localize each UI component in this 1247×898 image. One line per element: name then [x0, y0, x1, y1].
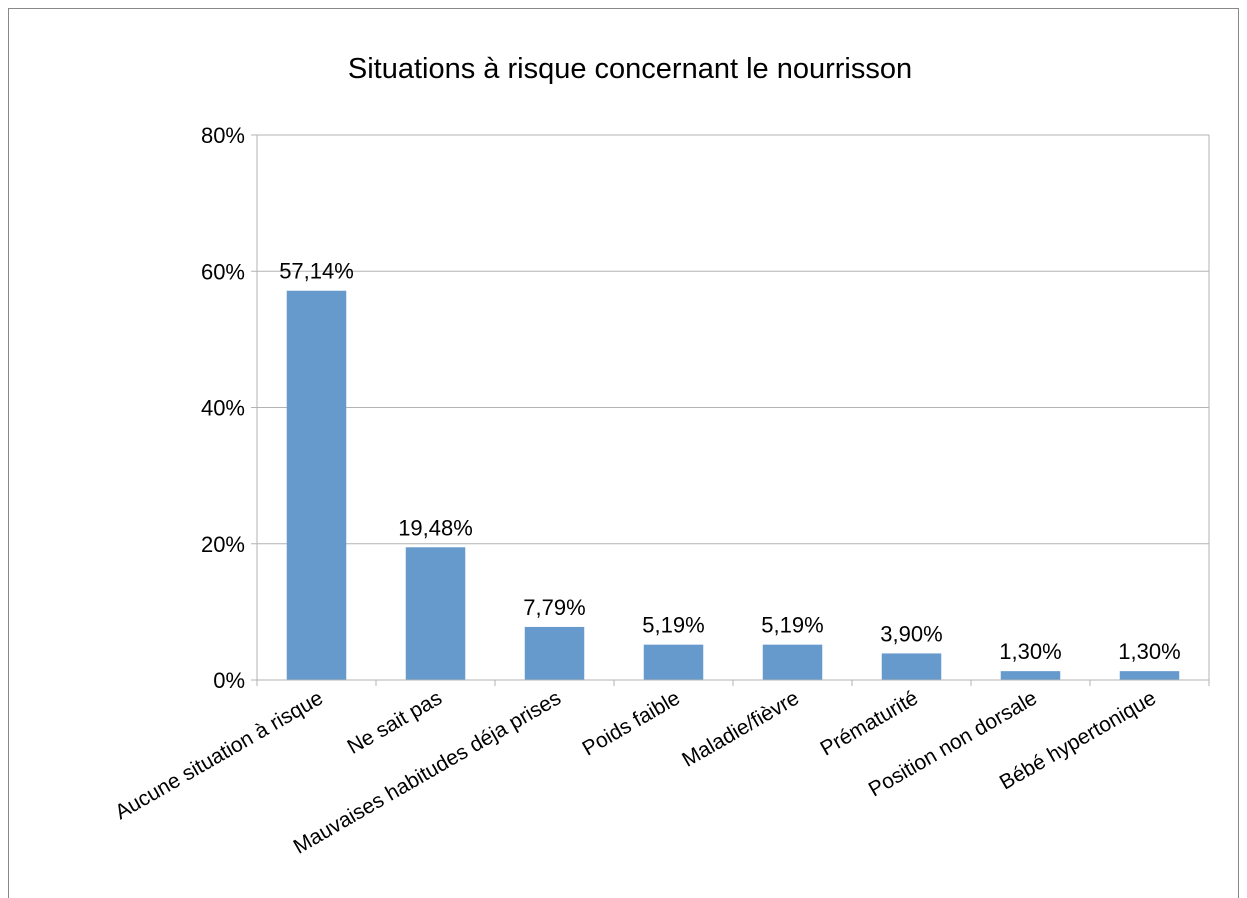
bar: [1000, 671, 1061, 680]
bar: [1119, 671, 1180, 680]
data-label: 57,14%: [279, 259, 354, 284]
x-axis-categories: Aucune situation à risque Ne sait pasMauv…: [111, 686, 1160, 858]
data-label: 5,19%: [761, 613, 823, 638]
y-tick-label: 40%: [201, 396, 245, 421]
x-category-label: Aucune situation à risque: [111, 686, 327, 824]
y-tick-label: 80%: [201, 123, 245, 148]
y-axis-ticks: 0% 20% 40% 60% 80%: [201, 123, 245, 693]
chart-title: Situations à risque concernant le nourri…: [348, 53, 912, 85]
data-label: 1,30%: [999, 639, 1061, 664]
bar: [286, 290, 347, 680]
bars: [286, 290, 1180, 680]
axes: [256, 135, 1210, 686]
data-label: 1,30%: [1118, 639, 1180, 664]
chart-frame: [8, 8, 1239, 898]
bar: [881, 653, 942, 680]
x-category-label: Maladie/fièvre: [678, 686, 803, 771]
y-tick-label: 0%: [213, 668, 245, 693]
data-label: 5,19%: [642, 613, 704, 638]
gridlines: [251, 134, 1209, 681]
data-label: 3,90%: [880, 621, 942, 646]
y-tick-label: 20%: [201, 532, 245, 557]
data-label: 19,48%: [398, 515, 473, 540]
x-category-label: Prématurité: [816, 686, 922, 760]
x-category-label: Poids faible: [578, 686, 684, 760]
bar: [643, 644, 704, 680]
x-category-label: Ne sait pas: [344, 686, 446, 758]
bar: [762, 644, 823, 680]
y-tick-label: 60%: [201, 259, 245, 284]
bar: [405, 547, 466, 680]
bar: [524, 626, 585, 680]
data-labels: 57,14% 19,48% 7,79% 5,19% 5,19% 3,90% 1,30% 1,3…: [279, 259, 1181, 664]
data-label: 7,79%: [523, 595, 585, 620]
